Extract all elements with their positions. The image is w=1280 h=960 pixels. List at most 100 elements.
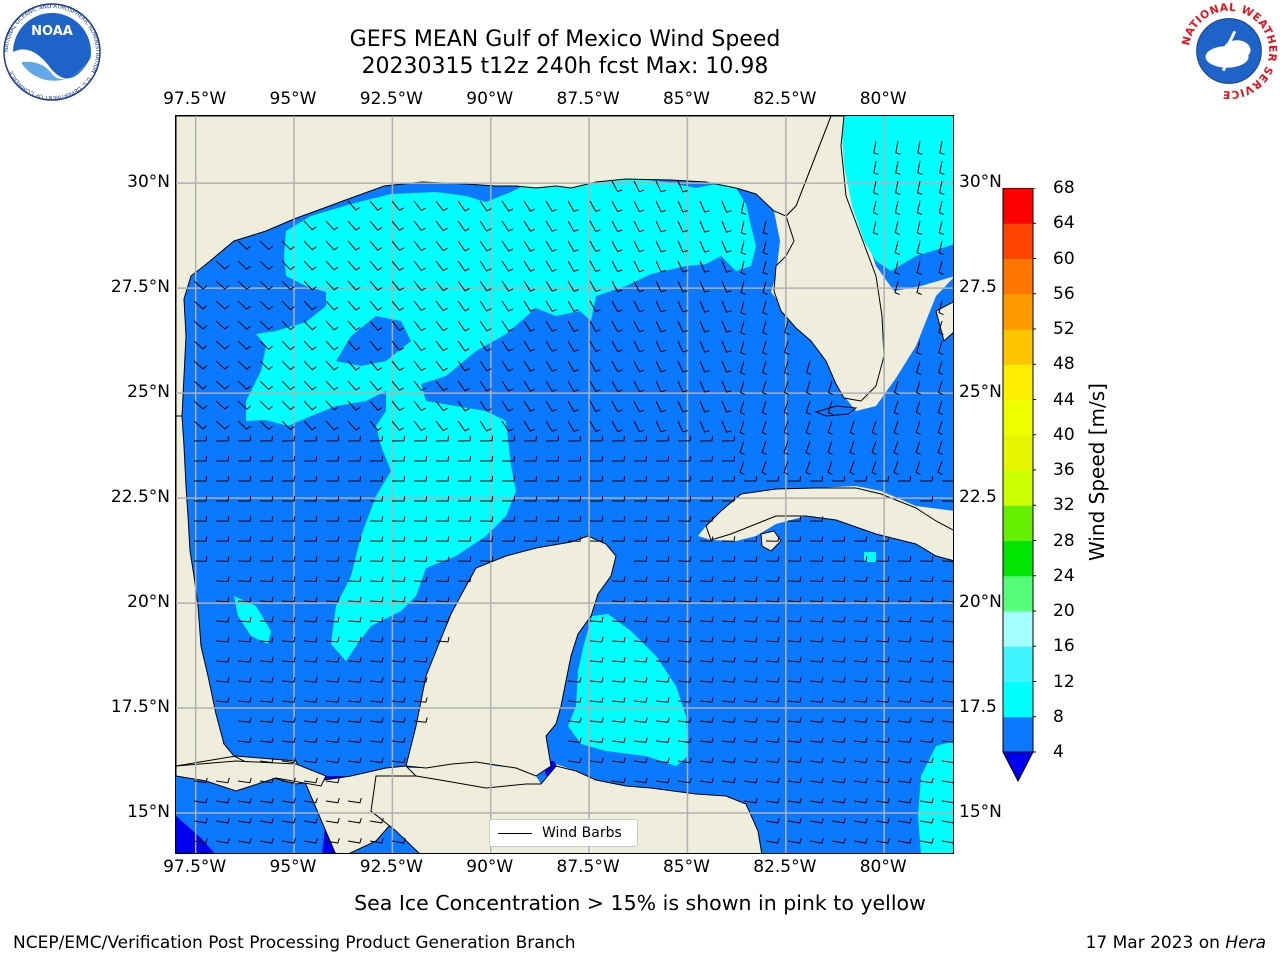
wind-barb bbox=[875, 596, 890, 603]
wind-barb bbox=[435, 240, 448, 252]
wind-barb bbox=[237, 536, 252, 542]
credit-date: 17 Mar 2023 on Hera bbox=[1086, 933, 1266, 953]
wind-barb bbox=[193, 516, 208, 522]
colorbar-bin bbox=[1003, 223, 1033, 259]
wind-barb bbox=[941, 720, 953, 723]
wind-barb bbox=[762, 300, 768, 316]
wind-barb bbox=[545, 220, 557, 232]
wind-barb bbox=[259, 516, 274, 522]
wind-barb bbox=[303, 280, 317, 291]
wind-barb bbox=[611, 380, 623, 393]
wind-barb bbox=[915, 380, 922, 396]
wind-barb bbox=[677, 240, 688, 253]
wind-barb bbox=[457, 380, 470, 392]
wind-barb bbox=[699, 220, 710, 233]
lon-tick-bottom: 80°W bbox=[859, 857, 907, 877]
wind-barb bbox=[937, 400, 944, 416]
wind-barb bbox=[435, 455, 450, 462]
wind-barb bbox=[457, 556, 472, 562]
wind-barb bbox=[939, 140, 945, 155]
wind-barb bbox=[743, 616, 758, 623]
wind-barb bbox=[699, 757, 714, 764]
colorbar-bin bbox=[1003, 364, 1033, 400]
wind-barb bbox=[303, 455, 318, 462]
wind-barb bbox=[193, 320, 208, 330]
wind-barb bbox=[457, 320, 470, 332]
graticule bbox=[176, 116, 953, 853]
wind-barb bbox=[303, 400, 317, 411]
wind-barb bbox=[237, 360, 252, 370]
wind-barb bbox=[567, 220, 579, 233]
wind-barb bbox=[545, 200, 557, 212]
wind-barb bbox=[237, 838, 252, 844]
wind-barb bbox=[303, 777, 318, 784]
wind-barb bbox=[915, 440, 921, 456]
wind-barb bbox=[237, 340, 252, 350]
wind-barb bbox=[325, 300, 339, 311]
wind-barb bbox=[916, 340, 922, 356]
wind-barb bbox=[325, 817, 340, 824]
wind-barb bbox=[897, 636, 912, 643]
wind-barb bbox=[523, 220, 536, 232]
wind-barb bbox=[853, 596, 868, 603]
wind-barb bbox=[545, 455, 560, 462]
wind-barb bbox=[655, 636, 670, 643]
wind-barb bbox=[743, 697, 758, 703]
wind-barb bbox=[347, 717, 362, 723]
wind-barb bbox=[743, 797, 758, 804]
legend-label: Wind Barbs bbox=[542, 825, 622, 841]
wind-barb bbox=[325, 360, 339, 371]
wind-barb bbox=[721, 320, 732, 333]
colorbar-bin bbox=[1003, 505, 1033, 541]
wind-barb bbox=[938, 340, 944, 356]
wind-barb bbox=[237, 616, 252, 623]
wind-barb bbox=[281, 320, 295, 331]
wind-barb bbox=[655, 280, 667, 293]
wind-barb bbox=[677, 300, 688, 313]
wind-barb bbox=[589, 516, 604, 522]
us-coast-land bbox=[176, 116, 832, 417]
wind-barb bbox=[567, 200, 579, 213]
wind-barb bbox=[325, 656, 340, 663]
wind-barb bbox=[259, 757, 274, 764]
lat-tick-left: 27.5°N bbox=[110, 277, 170, 298]
wind-barb bbox=[281, 400, 295, 411]
wind-barb bbox=[897, 697, 912, 703]
wind-barb bbox=[545, 536, 560, 542]
wind-barb bbox=[655, 340, 667, 353]
wind-barb bbox=[677, 280, 688, 293]
wind-barb bbox=[281, 576, 296, 583]
wind-barb bbox=[369, 435, 384, 442]
wind-barb bbox=[919, 817, 934, 824]
wind-barb bbox=[721, 435, 736, 442]
wind-barb bbox=[589, 656, 604, 663]
wind-barb bbox=[391, 737, 406, 743]
wind-barb bbox=[325, 240, 339, 251]
wind-barb bbox=[303, 677, 318, 683]
wind-barb bbox=[853, 757, 868, 764]
wind-barb bbox=[413, 717, 428, 723]
wind-barb bbox=[919, 777, 934, 784]
wind-barb bbox=[391, 536, 406, 542]
wind-barb bbox=[633, 220, 645, 233]
lon-tick-bottom: 85°W bbox=[662, 857, 710, 877]
isthmus-land bbox=[176, 760, 327, 792]
wind-barb bbox=[435, 420, 448, 432]
wind-barb bbox=[827, 420, 833, 436]
wind-barb bbox=[831, 697, 846, 703]
lon-tick-bottom: 97.5°W bbox=[163, 857, 227, 877]
wind-barb bbox=[194, 475, 208, 482]
wind-barb bbox=[325, 280, 339, 291]
wind-barb bbox=[853, 797, 868, 804]
wind-barb bbox=[655, 496, 670, 502]
wind-barb bbox=[721, 576, 736, 583]
wind-barb bbox=[303, 220, 317, 231]
wind-barb bbox=[347, 240, 361, 251]
wind-barb bbox=[435, 340, 448, 352]
wind-barb bbox=[281, 380, 295, 391]
wind-barb bbox=[721, 280, 732, 293]
wind-barb bbox=[215, 838, 230, 844]
wind-barb bbox=[677, 340, 688, 353]
wind-barb bbox=[917, 140, 923, 155]
wind-barb bbox=[611, 616, 626, 623]
